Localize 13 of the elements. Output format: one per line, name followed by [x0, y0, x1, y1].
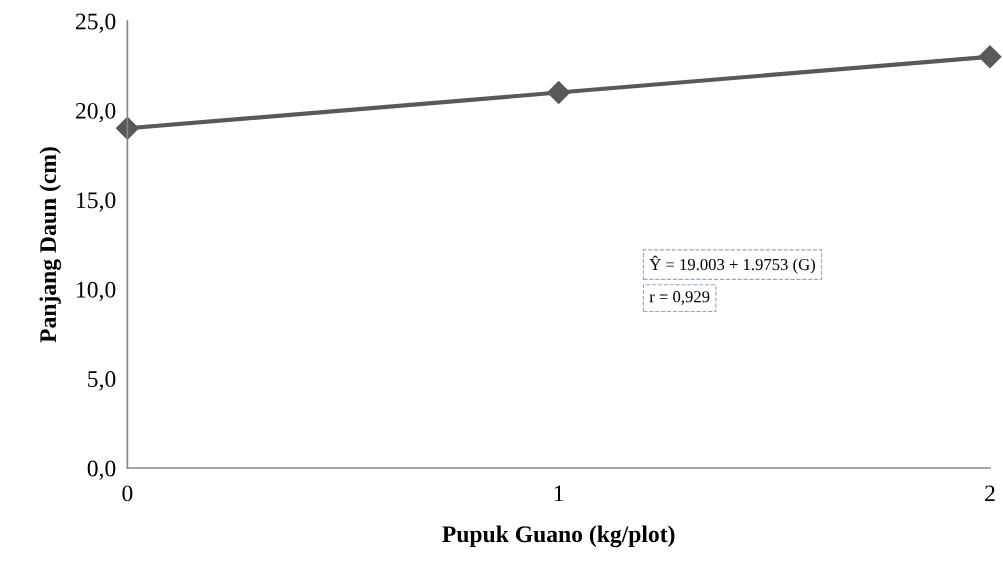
annotation: Ŷ = 19.003 + 1.9753 (G) — [649, 255, 815, 274]
x-tick-label: 2 — [985, 485, 995, 502]
y-tick-label: 5,0 — [88, 371, 116, 391]
x-axis-title: Pupuk Guano (kg/plot) — [442, 525, 675, 548]
x-tick-label: 0 — [122, 485, 133, 502]
y-tick-label: 10,0 — [77, 281, 116, 302]
y-axis-title: Panjang Daun (cm) — [39, 147, 62, 343]
y-tick-label: 20,0 — [75, 102, 116, 123]
x-tick-label: 1 — [554, 485, 564, 502]
y-tick-label: 15,0 — [77, 192, 116, 212]
y-tick-label: 0,0 — [87, 460, 116, 480]
y-tick-label: 25,0 — [75, 13, 116, 33]
annotation: r = 0,929 — [649, 291, 710, 305]
